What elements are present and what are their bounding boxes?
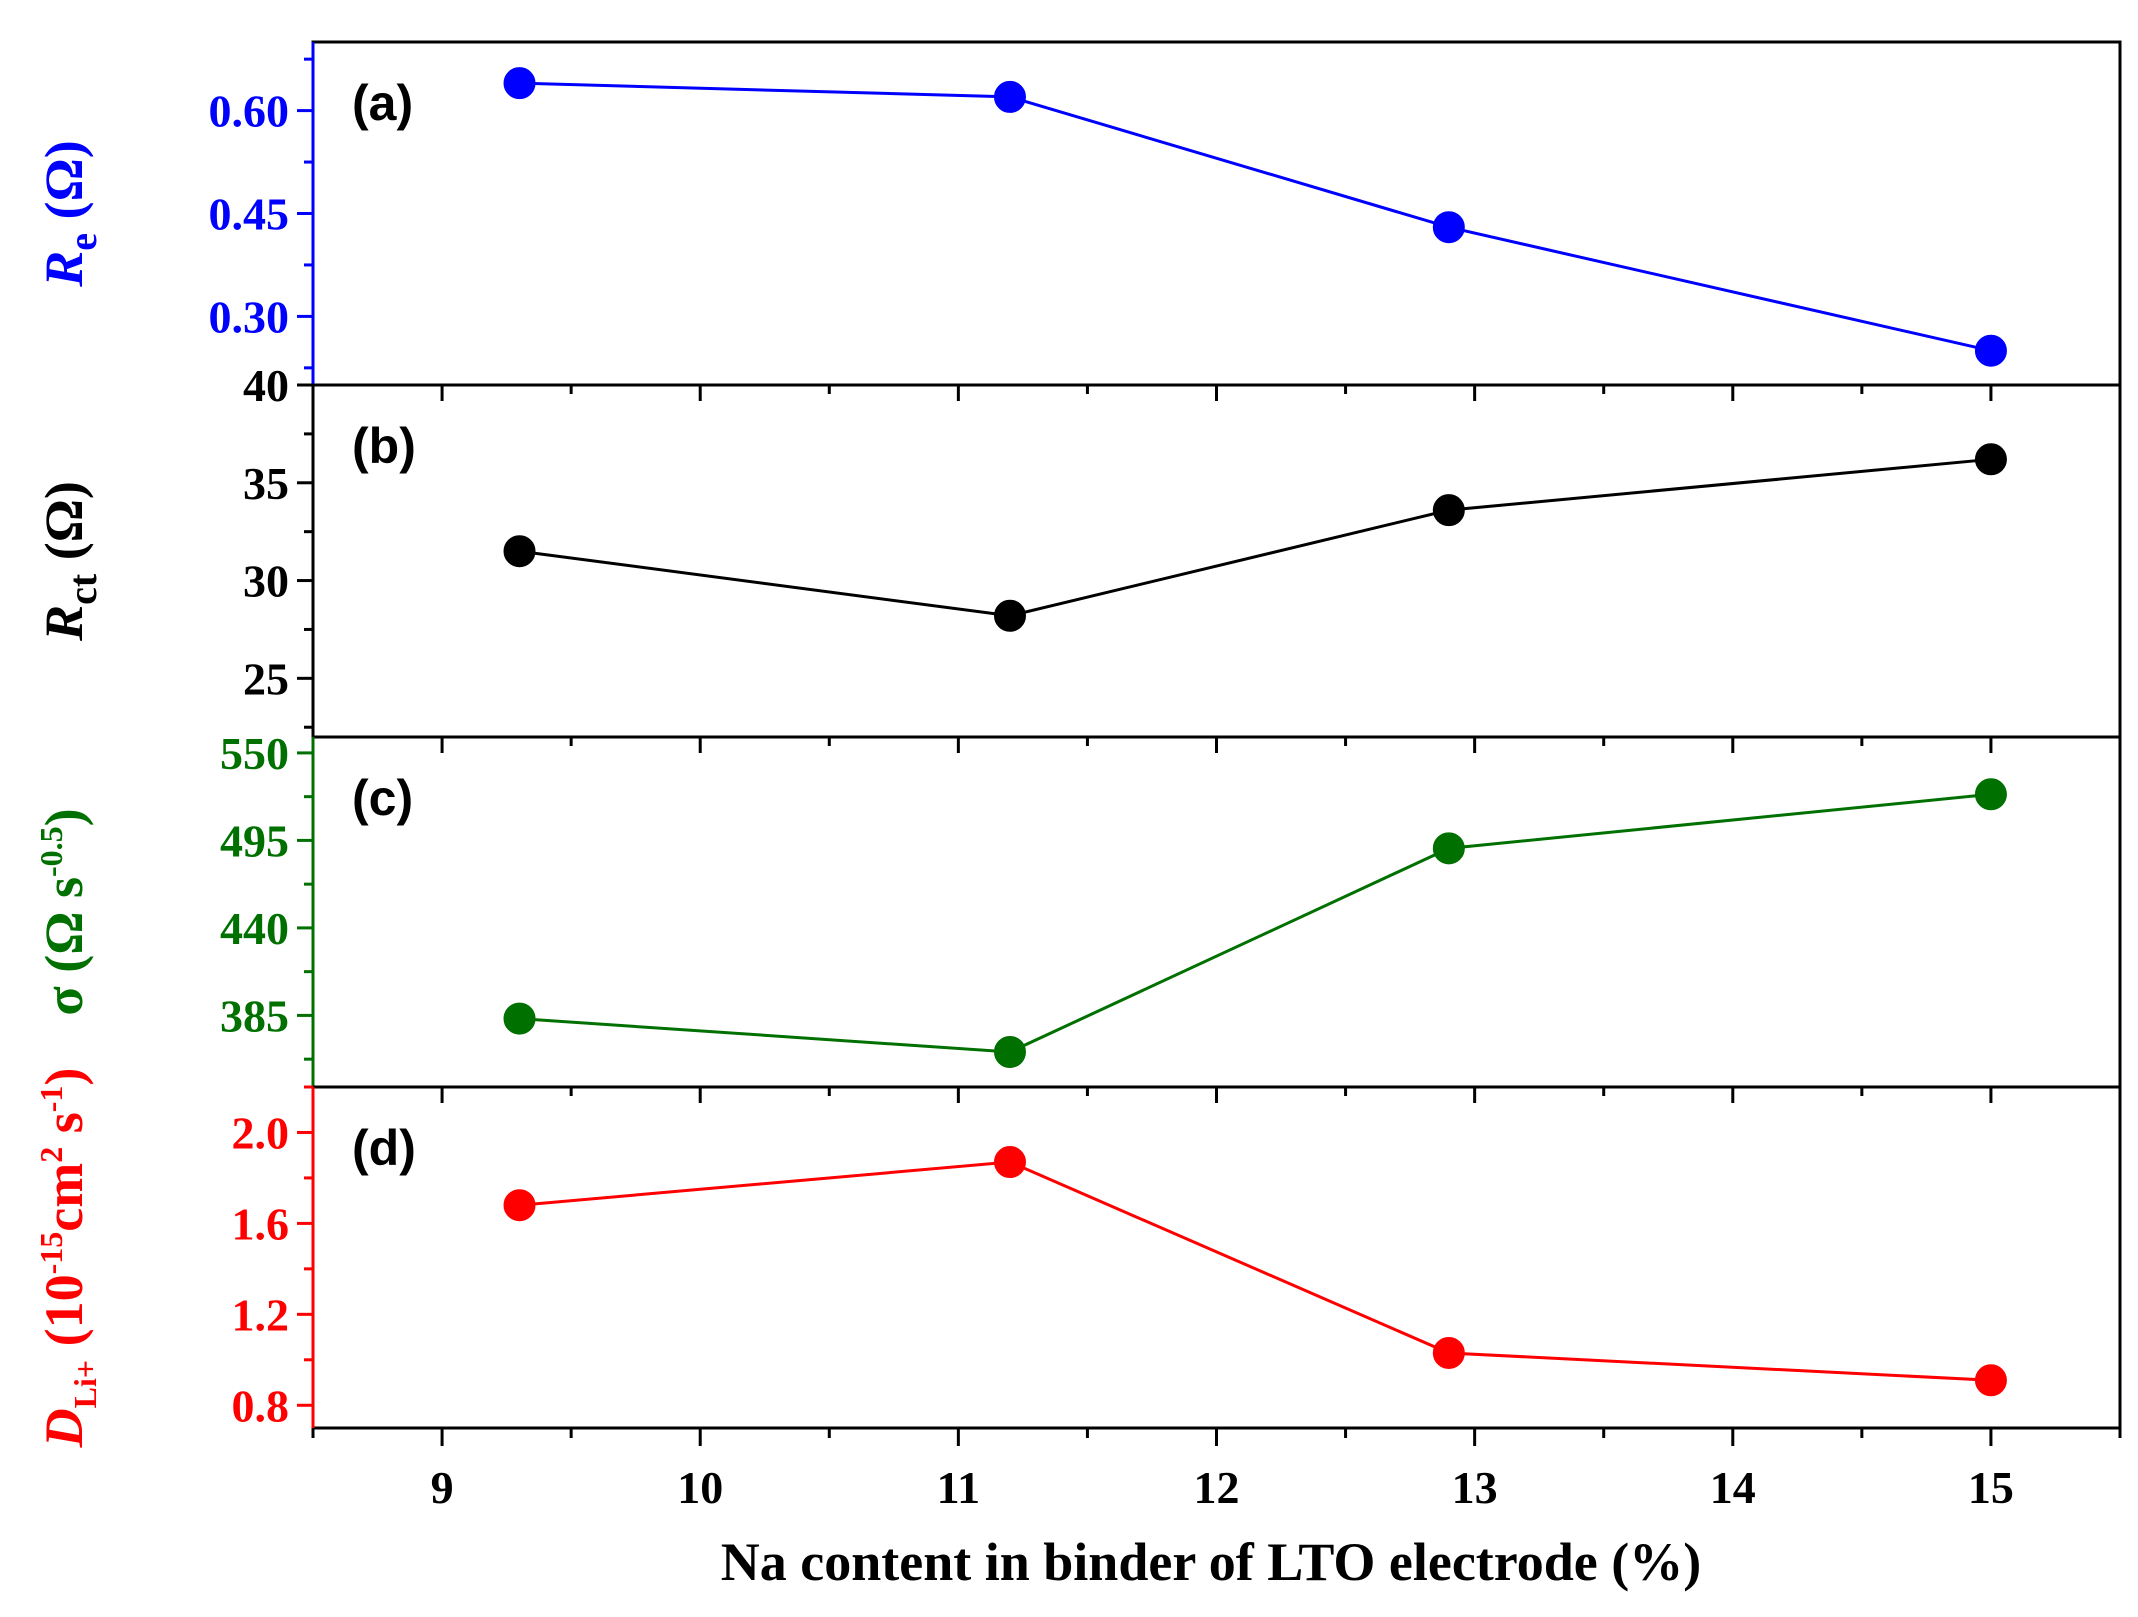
panel-b-data-point — [1974, 443, 2007, 476]
panel-a-series-line — [519, 81, 1992, 353]
x-tick-label: 14 — [1710, 1462, 1756, 1513]
panel-b-label: (b) — [352, 418, 416, 474]
panel-d-label: (d) — [352, 1120, 416, 1176]
panel-d: 0.8 1.2 1.6 2.0 (d) DLi+ (10-15cm2 s-1) — [33, 1068, 2122, 1449]
panel-d-y-tick-label: 2.0 — [232, 1107, 290, 1158]
panel-a-y-tick-label: 0.30 — [209, 291, 290, 342]
panel-b-data-point — [993, 599, 1026, 632]
panel-d-y-tick-label: 1.6 — [232, 1198, 290, 1249]
panel-b-data-point — [503, 535, 536, 568]
panel-a-label: (a) — [352, 75, 413, 131]
x-axis-title: Na content in binder of LTO electrode (%… — [721, 1532, 1702, 1592]
panel-a-y-axis-title: Re (Ω) — [34, 140, 105, 288]
panel-c-label: (c) — [352, 770, 413, 826]
panel-c: 385 440 495 550 (c) σ (Ω s-0.5) — [33, 728, 2122, 1089]
panel-d-series-line — [519, 1160, 1992, 1382]
panel-c-data-point — [993, 1036, 1026, 1068]
x-tick-label: 15 — [1968, 1462, 2014, 1513]
panel-c-y-axis-title: σ (Ω s-0.5) — [33, 808, 94, 1015]
panel-d-y-axis-title: DLi+ (10-15cm2 s-1) — [33, 1068, 103, 1449]
panel-b-y-tick-label: 35 — [243, 458, 289, 509]
panel-c-data-point — [1974, 778, 2007, 811]
x-tick-label: 13 — [1452, 1462, 1498, 1513]
x-tick-label: 12 — [1194, 1462, 1240, 1513]
x-axis: 9 10 11 12 13 14 15 — [311, 1428, 2122, 1513]
panel-c-y-tick-label: 495 — [220, 815, 289, 866]
panel-d-data-point — [993, 1146, 1026, 1179]
panel-b-y-tick-label: 40 — [243, 360, 289, 411]
panel-b-series-line — [519, 457, 1992, 618]
panel-b-y-tick-label: 25 — [243, 653, 289, 704]
panel-a-data-point — [1432, 211, 1465, 244]
panel-c-y-tick-label: 550 — [220, 728, 289, 779]
panel-d-y-tick-label: 0.8 — [232, 1380, 290, 1431]
panel-c-data-point — [503, 1002, 536, 1035]
panel-a-data-point — [993, 80, 1026, 113]
panel-a-data-point — [1974, 334, 2007, 367]
panel-a-y-tick-label: 0.60 — [209, 86, 290, 137]
panel-d-data-point — [503, 1189, 536, 1222]
panel-a-data-point — [503, 67, 536, 100]
panel-b-data-point — [1432, 494, 1465, 527]
panel-c-y-tick-label: 385 — [220, 990, 289, 1041]
x-tick-label: 9 — [431, 1462, 454, 1513]
panel-b-y-tick-label: 30 — [243, 556, 289, 607]
x-tick-label: 10 — [677, 1462, 723, 1513]
panel-b-y-axis-title: Rct (Ω) — [34, 481, 105, 642]
panel-c-data-point — [1432, 832, 1465, 865]
panel-c-y-tick-label: 440 — [220, 903, 289, 954]
chart-panels: 0.30 0.45 0.60 (a) Re (Ω) 25 30 35 40 (b) Rct (Ω) 3… — [33, 40, 2122, 1449]
panel-d-y-tick-label: 1.2 — [232, 1289, 290, 1340]
panel-c-series-line — [519, 792, 1992, 1054]
panel-b: 25 30 35 40 (b) Rct (Ω) — [34, 360, 2122, 739]
panel-a: 0.30 0.45 0.60 (a) Re (Ω) — [34, 40, 2122, 387]
x-tick-label: 11 — [937, 1462, 980, 1513]
panel-d-data-point — [1432, 1336, 1465, 1369]
panel-a-y-tick-label: 0.45 — [209, 189, 290, 240]
panel-d-data-point — [1974, 1364, 2007, 1397]
